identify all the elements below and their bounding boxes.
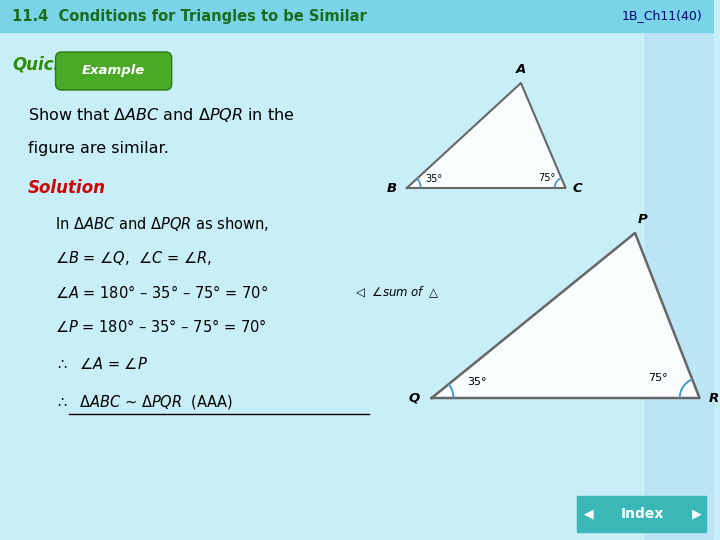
Text: ◀: ◀: [585, 508, 594, 521]
Polygon shape: [407, 83, 566, 188]
Text: R: R: [708, 392, 719, 404]
Text: $\triangleleft$  $\angle$sum of $\triangle$: $\triangleleft$ $\angle$sum of $\triangl…: [355, 284, 439, 300]
Bar: [645, 0, 714, 540]
Text: B: B: [387, 181, 397, 194]
Text: $\angle A$ = 180° – 35° – 75° = 70°: $\angle A$ = 180° – 35° – 75° = 70°: [55, 284, 268, 300]
Text: Example: Example: [82, 64, 145, 78]
Text: In $\mathit{\Delta ABC}$ and $\mathit{\Delta PQR}$ as shown,: In $\mathit{\Delta ABC}$ and $\mathit{\D…: [55, 215, 269, 233]
Text: ▶: ▶: [692, 508, 701, 521]
Text: A: A: [516, 63, 526, 76]
FancyBboxPatch shape: [55, 52, 171, 90]
Text: Show that $\mathit{\Delta ABC}$ and $\mathit{\Delta PQR}$ in the: Show that $\mathit{\Delta ABC}$ and $\ma…: [28, 106, 294, 124]
Text: 35°: 35°: [467, 377, 487, 387]
Text: 1B_Ch11(40): 1B_Ch11(40): [622, 10, 703, 23]
Text: Quick: Quick: [12, 55, 65, 73]
Text: 75°: 75°: [648, 373, 667, 383]
Text: $\therefore$  $\angle A$ = $\angle P$: $\therefore$ $\angle A$ = $\angle P$: [55, 356, 148, 372]
Text: Q: Q: [408, 392, 420, 404]
Text: Index: Index: [621, 507, 664, 521]
Text: P: P: [638, 213, 648, 226]
Text: $\angle P$ = 180° – 35° – 75° = 70°: $\angle P$ = 180° – 35° – 75° = 70°: [55, 318, 266, 334]
Polygon shape: [431, 233, 700, 398]
Bar: [577, 496, 706, 532]
Bar: [0, 0, 714, 32]
Text: 35°: 35°: [426, 174, 443, 184]
Text: figure are similar.: figure are similar.: [28, 140, 168, 156]
Text: Solution: Solution: [28, 179, 106, 197]
Text: 75°: 75°: [538, 173, 555, 183]
Text: C: C: [572, 181, 582, 194]
Text: $\angle B$ = $\angle Q$,  $\angle C$ = $\angle R$,: $\angle B$ = $\angle Q$, $\angle C$ = $\…: [55, 249, 211, 267]
Text: 11.4  Conditions for Triangles to be Similar: 11.4 Conditions for Triangles to be Simi…: [12, 9, 366, 24]
Text: $\therefore$  $\mathit{\Delta ABC}$ ~ $\mathit{\Delta PQR}$  (AAA): $\therefore$ $\mathit{\Delta ABC}$ ~ $\m…: [55, 393, 233, 411]
